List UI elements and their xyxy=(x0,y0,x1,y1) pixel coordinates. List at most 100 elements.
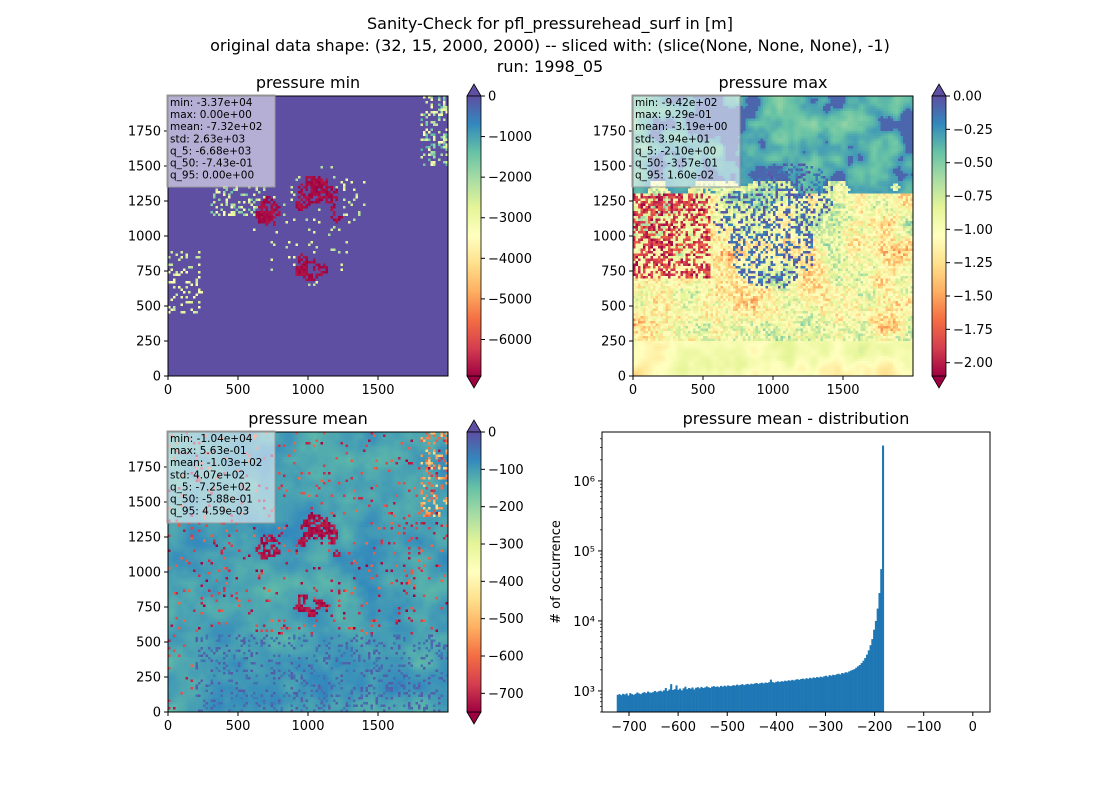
heatmap-cell xyxy=(413,168,416,172)
heatmap-cell xyxy=(393,151,396,154)
heatmap-cell xyxy=(240,196,244,199)
heatmap-cell xyxy=(288,136,291,139)
heatmap-cell xyxy=(335,123,339,127)
heatmap-cell xyxy=(340,121,344,124)
heatmap-cell xyxy=(428,198,431,202)
heatmap-cell xyxy=(378,193,381,197)
heatmap-cell xyxy=(390,126,394,129)
heatmap-cell xyxy=(333,111,336,114)
heatmap-cell xyxy=(373,158,376,162)
heatmap-cell xyxy=(283,116,286,119)
heatmap-cell xyxy=(398,108,401,112)
heatmap-cell xyxy=(410,198,414,202)
heatmap-cell xyxy=(438,148,441,152)
heatmap-cell xyxy=(418,186,421,189)
heatmap-cell xyxy=(295,136,299,139)
heatmap-cell xyxy=(345,166,349,169)
heatmap-cell xyxy=(415,178,419,182)
heatmap-cell xyxy=(293,206,296,209)
heatmap-cell xyxy=(293,183,296,187)
heatmap-cell xyxy=(385,136,389,139)
heatmap-cell xyxy=(335,181,339,184)
heatmap-cell xyxy=(355,113,359,117)
heatmap-cell xyxy=(365,181,369,184)
heatmap-cell xyxy=(425,158,429,162)
heatmap-cell xyxy=(383,156,386,159)
heatmap-cell xyxy=(438,138,441,142)
heatmap-cell xyxy=(355,143,359,147)
heatmap-cell xyxy=(248,206,251,209)
heatmap-cell xyxy=(375,126,379,129)
heatmap-cell xyxy=(398,156,401,159)
heatmap-cell xyxy=(283,96,286,99)
heatmap-cell xyxy=(418,148,421,152)
heatmap-cell xyxy=(433,193,436,197)
heatmap-cell xyxy=(345,193,349,197)
heatmap-cell xyxy=(278,148,281,152)
heatmap-cell xyxy=(270,198,274,202)
heatmap-cell xyxy=(330,201,334,204)
heatmap-cell xyxy=(300,151,304,154)
heatmap-cell xyxy=(373,178,376,182)
heatmap-cell xyxy=(250,193,254,197)
heatmap-cell xyxy=(328,148,331,152)
heatmap-cell xyxy=(360,156,364,159)
heatmap-cell xyxy=(368,113,371,117)
heatmap-cell xyxy=(370,111,374,114)
heatmap-cell xyxy=(265,193,269,197)
heatmap-cell xyxy=(198,198,201,202)
heatmap-cell xyxy=(428,181,431,184)
heatmap-cell xyxy=(393,123,396,127)
heatmap-cell xyxy=(320,118,324,122)
heatmap-cell xyxy=(398,133,401,137)
heatmap-cell xyxy=(373,133,376,137)
heatmap-cell xyxy=(443,143,446,147)
heatmap-cell xyxy=(303,136,306,139)
heatmap-cell xyxy=(405,186,409,189)
heatmap-cell xyxy=(435,103,439,107)
heatmap-cell xyxy=(378,103,381,107)
heatmap-cell xyxy=(285,143,289,147)
heatmap-cell xyxy=(428,116,431,119)
heatmap-cell xyxy=(390,136,394,139)
heatmap-cell xyxy=(323,103,326,107)
heatmap-cell xyxy=(353,128,356,132)
heatmap-cell xyxy=(440,113,444,117)
heatmap-cell xyxy=(315,168,319,172)
heatmap-cell xyxy=(385,101,389,104)
heatmap-cell xyxy=(375,186,379,189)
heatmap-cell xyxy=(170,191,174,194)
heatmap-cell xyxy=(425,193,429,197)
heatmap-cell xyxy=(220,203,224,207)
heatmap-cell xyxy=(320,161,324,164)
heatmap-cell xyxy=(280,116,284,119)
heatmap-cell xyxy=(290,96,294,99)
heatmap-cell xyxy=(440,153,444,157)
heatmap-cell xyxy=(398,116,401,119)
heatmap-cell xyxy=(358,131,361,134)
heatmap-cell xyxy=(338,186,341,189)
heatmap-cell xyxy=(280,138,284,142)
heatmap-cell xyxy=(330,178,334,182)
heatmap-cell xyxy=(283,161,286,164)
heatmap-cell xyxy=(223,206,226,209)
heatmap-cell xyxy=(345,181,349,184)
heatmap-cell xyxy=(383,193,386,197)
heatmap-cell xyxy=(433,141,436,144)
heatmap-cell xyxy=(358,103,361,107)
heatmap-cell xyxy=(418,181,421,184)
heatmap-cell xyxy=(400,121,404,124)
heatmap-cell xyxy=(343,118,346,122)
heatmap-cell xyxy=(295,201,299,204)
heatmap-cell xyxy=(415,171,419,174)
heatmap-cell xyxy=(360,143,364,147)
heatmap-cell xyxy=(413,96,416,99)
heatmap-cell xyxy=(308,176,311,179)
heatmap-cell xyxy=(415,121,419,124)
heatmap-cell xyxy=(325,123,329,127)
heatmap-cell xyxy=(293,161,296,164)
heatmap-cell xyxy=(435,136,439,139)
heatmap-cell xyxy=(303,118,306,122)
heatmap-cell xyxy=(388,158,391,162)
heatmap-cell xyxy=(313,126,316,129)
